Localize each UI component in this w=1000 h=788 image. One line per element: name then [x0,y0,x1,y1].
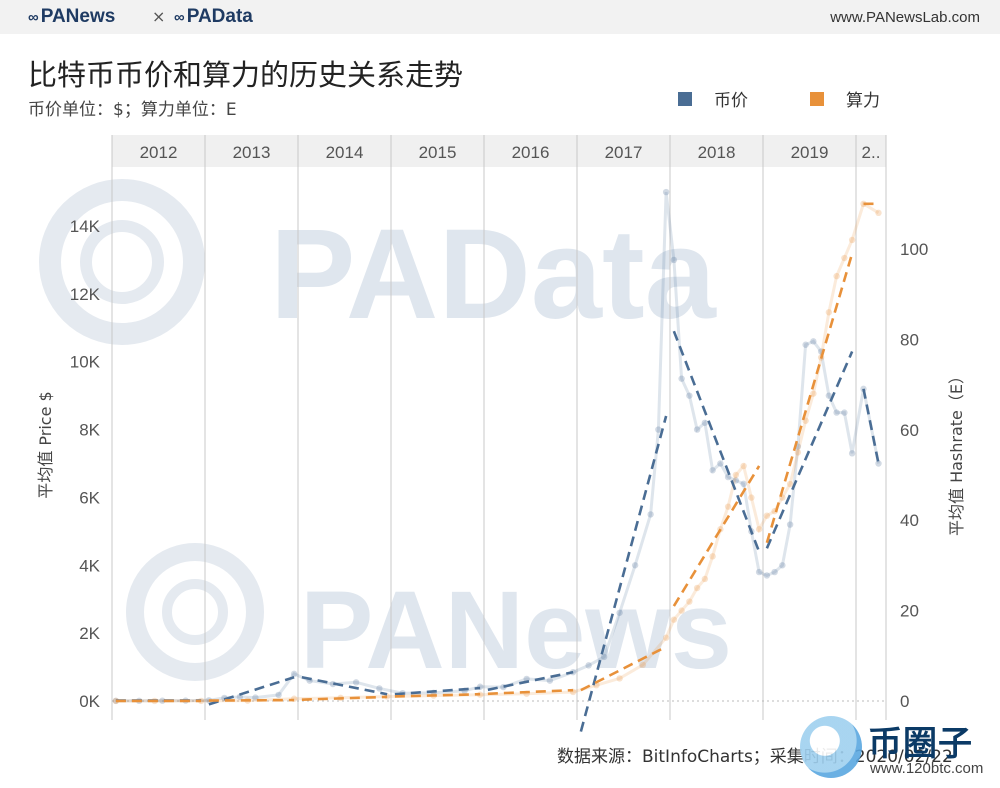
hashrate-point [748,494,754,500]
price-point [694,426,700,432]
right-tick-label: 100 [900,240,928,259]
price-point [802,342,808,348]
price-point [376,685,382,691]
panews-watermark-text: PANews [300,569,732,692]
padata-watermark-icon [50,190,194,334]
price-point [678,375,684,381]
site-badge[interactable]: 币圈子 www.120btc.com [800,712,990,782]
year-label: 2.. [862,143,881,162]
hashrate-point [663,635,669,641]
price-point [686,392,692,398]
hashrate-point [849,237,855,243]
hashrate-point [678,607,684,613]
price-point [275,692,281,698]
chart-title: 比特币币价和算力的历史关系走势 [28,52,463,94]
legend-price-swatch [678,92,692,106]
left-axis-title: 平均值 Price $ [36,391,55,498]
right-axis-title: 平均值 Hashrate（E） [947,368,966,536]
price-point [779,562,785,568]
price-point [756,569,762,575]
padata-watermark-text: PAData [270,203,717,346]
legend-hashrate-label: 算力 [846,86,880,111]
price-point [841,409,847,415]
hashrate-point [702,576,708,582]
right-tick-label: 60 [900,421,919,440]
year-band [112,135,886,167]
year-label: 2012 [140,143,178,162]
right-axis: 0 20 40 60 80 100 [900,240,928,711]
left-tick-label: 10K [70,353,101,372]
price-point [810,338,816,344]
hashrate-point [841,255,847,261]
legend-hashrate-swatch [810,92,824,106]
legend-price[interactable]: 币价 [678,86,748,111]
price-point [849,450,855,456]
hashrate-point [826,309,832,315]
year-label: 2019 [791,143,829,162]
panews-watermark-icon [135,552,255,672]
hashrate-point [709,553,715,559]
year-label: 2018 [698,143,736,162]
left-tick-label: 14K [70,217,101,236]
price-point [740,481,746,487]
price-point [787,521,793,527]
price-point [717,460,723,466]
price-point [833,409,839,415]
price-point [632,562,638,568]
hashrate-point [671,616,677,622]
price-point [353,679,359,685]
hashrate-point [795,449,801,455]
badge-name: 币圈子 [868,716,973,765]
price-point [547,677,553,683]
right-tick-label: 40 [900,511,919,530]
hashrate-point [733,472,739,478]
price-point [709,467,715,473]
badge-url: www.120btc.com [870,760,983,777]
hashrate-point [875,210,881,216]
legend-hashrate[interactable]: 算力 [810,86,880,111]
left-tick-label: 12K [70,285,101,304]
price-point [671,257,677,263]
hashrate-point [764,512,770,518]
year-label: 2017 [605,143,643,162]
price-point [601,654,607,660]
hashrate-point [694,585,700,591]
year-label: 2013 [233,143,271,162]
left-tick-label: 0K [79,692,100,711]
left-axis: 0K 2K 4K 6K 8K 10K 12K 14K [70,217,101,711]
left-tick-label: 2K [79,624,100,643]
hashrate-point [725,503,731,509]
year-label: 2016 [512,143,550,162]
price-point [702,420,708,426]
price-point [663,189,669,195]
price-trend-line [767,352,852,549]
left-tick-label: 4K [79,556,100,575]
hashrate-point [740,463,746,469]
year-label: 2014 [326,143,364,162]
right-tick-label: 80 [900,330,919,349]
year-label: 2015 [419,143,457,162]
price-trend-line [674,331,759,552]
hashrate-point [686,598,692,604]
left-tick-label: 6K [79,488,100,507]
price-point [771,569,777,575]
left-tick-label: 8K [79,421,100,440]
right-tick-label: 20 [900,602,919,621]
hashrate-point [756,526,762,532]
price-point [616,610,622,616]
hashrate-point [616,675,622,681]
hashrate-point [640,662,646,668]
price-point [647,511,653,517]
chart-subtitle: 币价单位：$；算力单位：E [28,95,237,120]
price-point [764,572,770,578]
badge-logo-icon [800,716,862,778]
price-point [585,662,591,668]
legend-price-label: 币价 [714,86,748,111]
hashrate-point [833,273,839,279]
year-header: 2012 2013 2014 2015 2016 2017 2018 2019 2.. [112,135,886,167]
price-point [291,671,297,677]
right-tick-label: 0 [900,692,909,711]
